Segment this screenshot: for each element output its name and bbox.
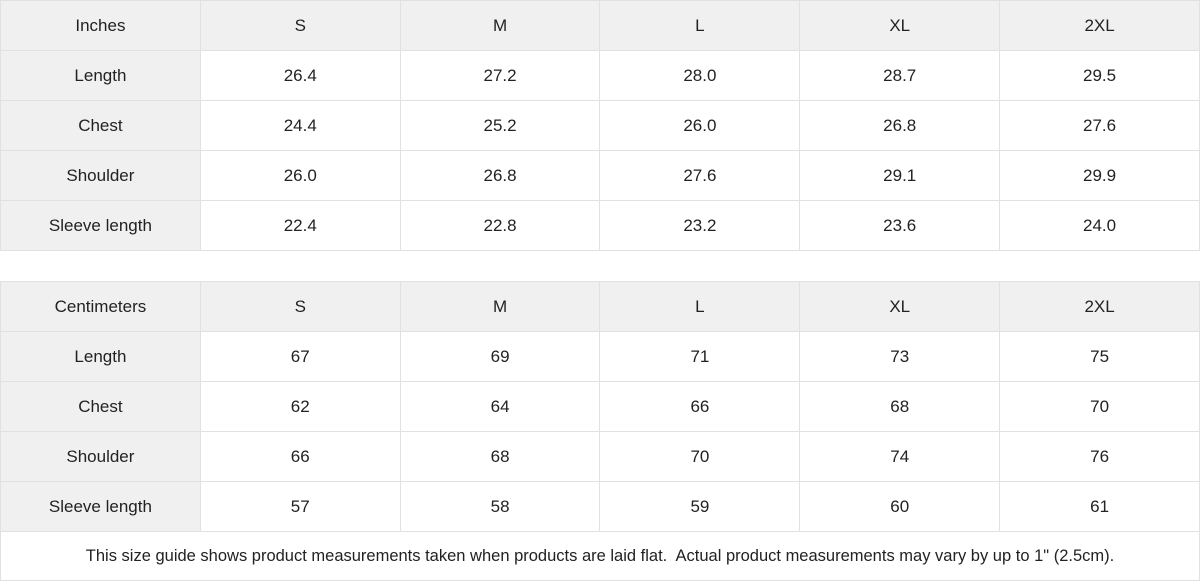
value-cell: 73 bbox=[799, 331, 1001, 382]
inches-header-size-m: M bbox=[399, 0, 601, 51]
size-guide-note: This size guide shows product measuremen… bbox=[0, 531, 1200, 581]
row-label: Length bbox=[0, 50, 201, 101]
inches-header-unit: Inches bbox=[0, 0, 201, 51]
value-cell: 66 bbox=[199, 431, 401, 482]
value-cell: 71 bbox=[599, 331, 801, 382]
value-cell: 70 bbox=[599, 431, 801, 482]
value-cell: 60 bbox=[799, 481, 1001, 532]
row-label: Chest bbox=[0, 100, 201, 151]
value-cell: 23.2 bbox=[599, 200, 801, 251]
table-row: Sleeve length 57 58 59 60 61 bbox=[0, 481, 1200, 532]
row-label: Shoulder bbox=[0, 150, 201, 201]
table-row: Chest 62 64 66 68 70 bbox=[0, 381, 1200, 432]
value-cell: 74 bbox=[799, 431, 1001, 482]
value-cell: 76 bbox=[999, 431, 1200, 482]
centimeters-header-size-m: M bbox=[399, 281, 601, 332]
inches-header-size-l: L bbox=[599, 0, 801, 51]
value-cell: 27.2 bbox=[399, 50, 601, 101]
value-cell: 66 bbox=[599, 381, 801, 432]
value-cell: 27.6 bbox=[599, 150, 801, 201]
value-cell: 61 bbox=[999, 481, 1200, 532]
value-cell: 26.0 bbox=[599, 100, 801, 151]
value-cell: 62 bbox=[199, 381, 401, 432]
value-cell: 23.6 bbox=[799, 200, 1001, 251]
value-cell: 22.8 bbox=[399, 200, 601, 251]
value-cell: 26.0 bbox=[199, 150, 401, 201]
table-row: Sleeve length 22.4 22.8 23.2 23.6 24.0 bbox=[0, 200, 1200, 251]
value-cell: 58 bbox=[399, 481, 601, 532]
value-cell: 29.5 bbox=[999, 50, 1200, 101]
centimeters-header-size-s: S bbox=[199, 281, 401, 332]
row-label: Chest bbox=[0, 381, 201, 432]
value-cell: 26.4 bbox=[199, 50, 401, 101]
value-cell: 64 bbox=[399, 381, 601, 432]
centimeters-header-size-2xl: 2XL bbox=[999, 281, 1200, 332]
table-row: Shoulder 66 68 70 74 76 bbox=[0, 431, 1200, 482]
value-cell: 59 bbox=[599, 481, 801, 532]
value-cell: 70 bbox=[999, 381, 1200, 432]
inches-table: Inches S M L XL 2XL Length 26.4 27.2 28.… bbox=[0, 0, 1200, 251]
value-cell: 27.6 bbox=[999, 100, 1200, 151]
row-label: Shoulder bbox=[0, 431, 201, 482]
inches-header-size-s: S bbox=[199, 0, 401, 51]
row-label: Sleeve length bbox=[0, 200, 201, 251]
value-cell: 28.7 bbox=[799, 50, 1001, 101]
value-cell: 75 bbox=[999, 331, 1200, 382]
value-cell: 25.2 bbox=[399, 100, 601, 151]
value-cell: 69 bbox=[399, 331, 601, 382]
inches-header-size-xl: XL bbox=[799, 0, 1001, 51]
value-cell: 26.8 bbox=[399, 150, 601, 201]
value-cell: 67 bbox=[199, 331, 401, 382]
centimeters-header-unit: Centimeters bbox=[0, 281, 201, 332]
value-cell: 57 bbox=[199, 481, 401, 532]
inches-header-row: Inches S M L XL 2XL bbox=[0, 0, 1200, 51]
value-cell: 24.0 bbox=[999, 200, 1200, 251]
inches-header-size-2xl: 2XL bbox=[999, 0, 1200, 51]
row-label: Sleeve length bbox=[0, 481, 201, 532]
value-cell: 26.8 bbox=[799, 100, 1001, 151]
value-cell: 29.9 bbox=[999, 150, 1200, 201]
row-label: Length bbox=[0, 331, 201, 382]
table-row: Length 26.4 27.2 28.0 28.7 29.5 bbox=[0, 50, 1200, 101]
value-cell: 24.4 bbox=[199, 100, 401, 151]
value-cell: 68 bbox=[799, 381, 1001, 432]
table-row: Length 67 69 71 73 75 bbox=[0, 331, 1200, 382]
value-cell: 29.1 bbox=[799, 150, 1001, 201]
table-spacer bbox=[0, 251, 1200, 281]
value-cell: 22.4 bbox=[199, 200, 401, 251]
centimeters-header-row: Centimeters S M L XL 2XL bbox=[0, 281, 1200, 332]
table-row: Shoulder 26.0 26.8 27.6 29.1 29.9 bbox=[0, 150, 1200, 201]
value-cell: 68 bbox=[399, 431, 601, 482]
value-cell: 28.0 bbox=[599, 50, 801, 101]
centimeters-table: Centimeters S M L XL 2XL Length 67 69 71… bbox=[0, 281, 1200, 532]
centimeters-header-size-xl: XL bbox=[799, 281, 1001, 332]
table-row: Chest 24.4 25.2 26.0 26.8 27.6 bbox=[0, 100, 1200, 151]
centimeters-header-size-l: L bbox=[599, 281, 801, 332]
